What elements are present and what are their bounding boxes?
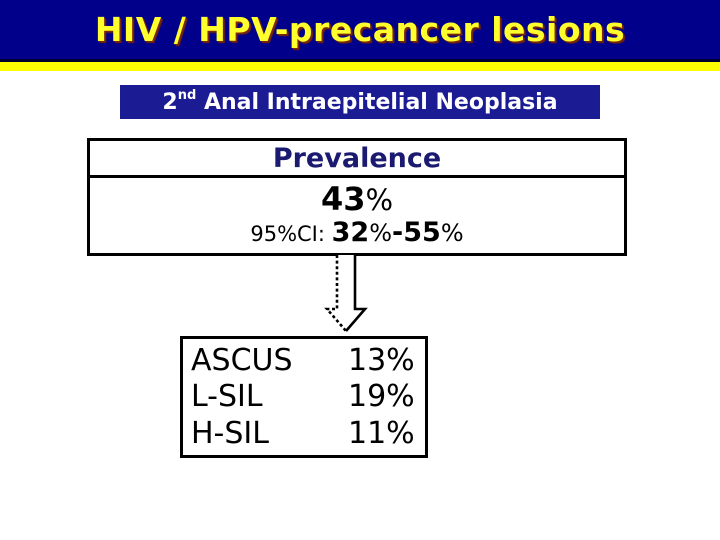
grade-value: 13% (348, 342, 415, 378)
table-row: ASCUS 13% (191, 342, 425, 378)
prevalence-body: 43% 95%CI: 32%-55% (90, 178, 624, 253)
down-arrow-icon (324, 255, 368, 332)
prevalence-value: 43% (321, 183, 393, 215)
ci-low: 32 (331, 216, 370, 248)
grade-value: 19% (348, 379, 415, 414)
prevalence-box: Prevalence 43% 95%CI: 32%-55% (87, 138, 627, 256)
prevalence-header: Prevalence (90, 141, 624, 178)
ci-label: 95%CI: (250, 221, 332, 246)
grade-value: 11% (348, 415, 415, 451)
prevalence-value-number: 43 (320, 180, 366, 219)
grade-label: L-SIL (191, 379, 263, 414)
accent-stripe (0, 62, 720, 71)
subtitle-number: 2 (162, 89, 178, 115)
subtitle-text: Anal Intraepitelial Neoplasia (196, 89, 558, 115)
table-row: H-SIL 11% (191, 415, 425, 451)
ci-low-percent: % (369, 218, 393, 247)
title-bar: HIV / HPV-precancer lesions (0, 0, 720, 62)
ci-high-percent: % (440, 218, 464, 247)
ci-high: 55 (403, 216, 441, 248)
subtitle-ordinal: nd (177, 87, 197, 103)
grades-box: ASCUS 13% L-SIL 19% H-SIL 11% (180, 336, 428, 458)
page-title: HIV / HPV-precancer lesions (94, 10, 626, 49)
table-row: L-SIL 19% (191, 382, 425, 412)
grade-label: H-SIL (191, 415, 269, 451)
ci-separator: - (392, 216, 404, 248)
grade-label: ASCUS (191, 342, 293, 378)
prevalence-value-percent: % (365, 183, 394, 218)
confidence-interval: 95%CI: 32%-55% (250, 219, 463, 246)
